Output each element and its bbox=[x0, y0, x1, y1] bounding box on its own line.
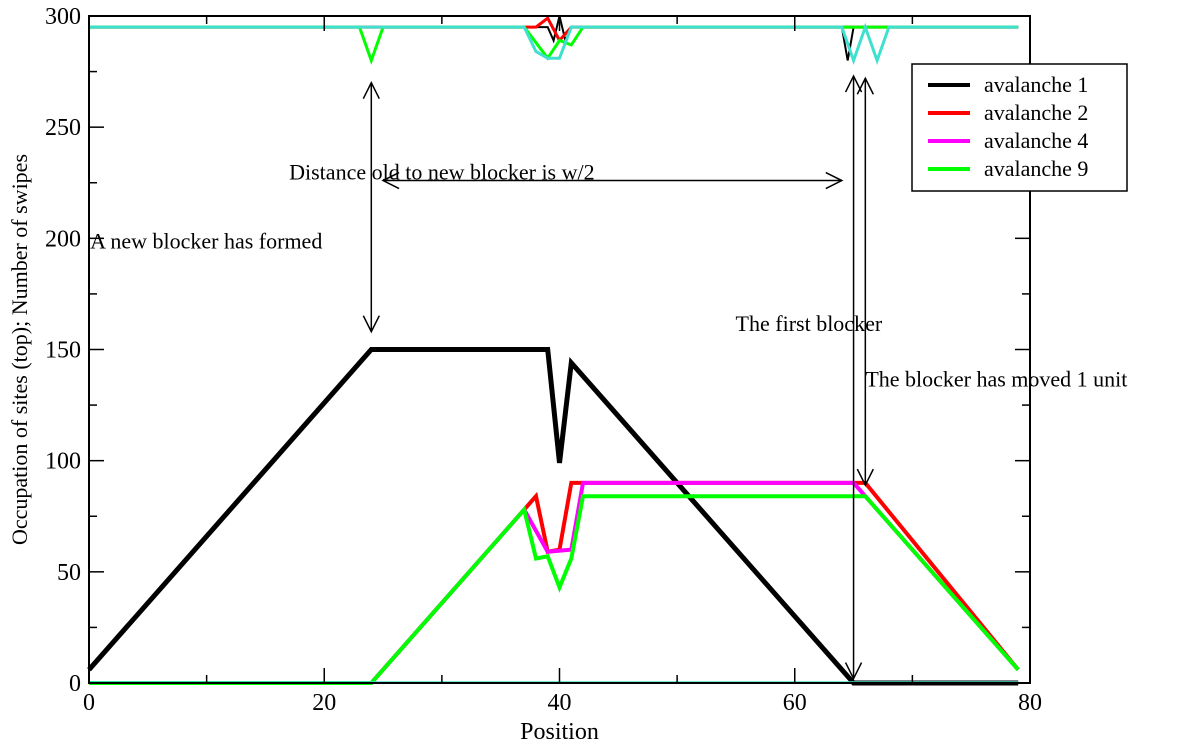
blocker-moved-arrow-head bbox=[856, 468, 874, 487]
series-layer bbox=[87, 15, 1020, 686]
x-tick-label: 60 bbox=[783, 690, 807, 716]
blocker-formed-arrow-head bbox=[362, 315, 380, 334]
first-blocker-arrow-head bbox=[844, 662, 863, 681]
arrows-layer bbox=[362, 74, 874, 681]
y-axis-label: Occupation of sites (top); Number of swi… bbox=[7, 154, 32, 545]
y-tick-label: 50 bbox=[57, 560, 81, 586]
annotation-first-blocker: The first blocker bbox=[736, 311, 883, 336]
annotation-distance: Distance old to new blocker is w/2 bbox=[289, 160, 595, 185]
annotation-blocker-moved: The blocker has moved 1 unit bbox=[865, 366, 1127, 391]
x-tick-label: 0 bbox=[83, 690, 95, 716]
y-tick-label: 0 bbox=[69, 671, 81, 697]
blocker-moved-arrow-head bbox=[856, 76, 874, 95]
distance-arrow-head bbox=[381, 171, 400, 190]
series-line-4 bbox=[89, 494, 1020, 685]
series-line-8 bbox=[89, 22, 1019, 66]
x-axis-label: Position bbox=[520, 719, 599, 745]
distance-arrow-head bbox=[825, 171, 844, 190]
y-tick-label: 200 bbox=[45, 226, 81, 252]
x-tick-label: 80 bbox=[1018, 690, 1042, 716]
legend-label: avalanche 1 bbox=[984, 72, 1088, 97]
series-line-7 bbox=[89, 25, 1019, 66]
x-tick-label: 40 bbox=[548, 690, 572, 716]
axis-ticks: 0 20 40 60 80 0 50 100 150 200 250 300 bbox=[45, 4, 1042, 716]
first-blocker-arrow-head bbox=[844, 74, 863, 93]
legend-label: avalanche 2 bbox=[984, 100, 1088, 125]
y-tick-label: 100 bbox=[45, 449, 81, 475]
series-line-1 bbox=[87, 347, 1019, 686]
legend: avalanche 1 avalanche 2 avalanche 4 avalanc… bbox=[911, 63, 1128, 192]
y-tick-label: 150 bbox=[45, 338, 81, 364]
x-tick-label: 20 bbox=[312, 690, 336, 716]
annotations: A new blocker has formed Distance old to… bbox=[90, 160, 1127, 392]
y-tick-label: 250 bbox=[45, 115, 81, 141]
legend-label: avalanche 9 bbox=[984, 156, 1088, 181]
y-tick-label: 300 bbox=[45, 4, 81, 30]
annotation-new-blocker: A new blocker has formed bbox=[90, 229, 322, 254]
blocker-formed-arrow-head bbox=[362, 81, 380, 100]
legend-label: avalanche 4 bbox=[984, 128, 1088, 153]
